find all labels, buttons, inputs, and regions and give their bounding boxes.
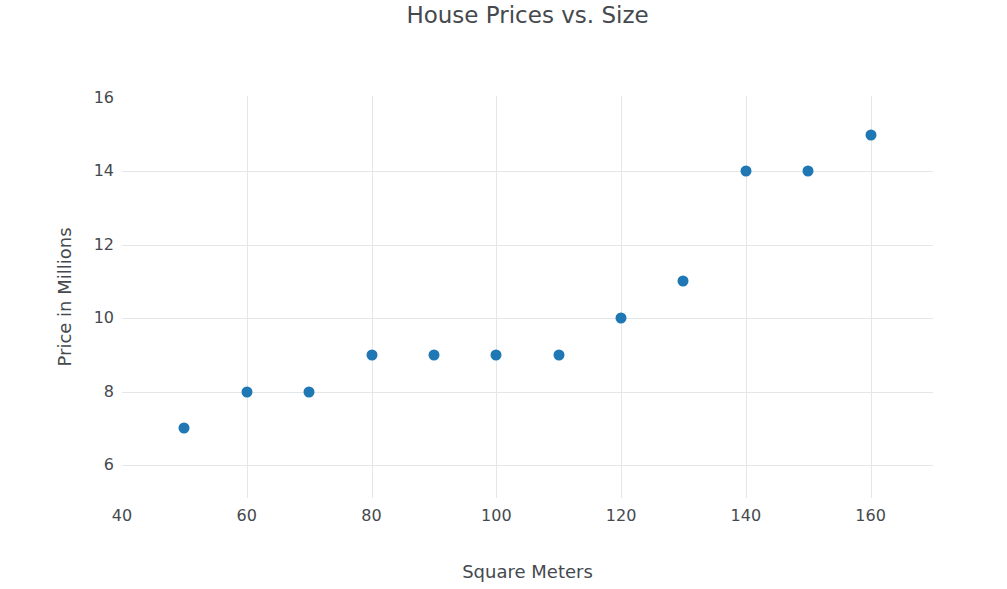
data-point[interactable]: [179, 423, 190, 434]
x-tick-label: 40: [112, 506, 132, 526]
x-tick-label: 120: [606, 506, 637, 526]
y-gridline: [122, 318, 933, 319]
y-tick-label: 8: [14, 382, 114, 402]
data-point[interactable]: [865, 129, 876, 140]
y-tick-label: 10: [14, 308, 114, 328]
data-point[interactable]: [366, 349, 377, 360]
data-point[interactable]: [678, 276, 689, 287]
x-gridline: [621, 96, 622, 498]
x-tick-label: 160: [855, 506, 886, 526]
data-point[interactable]: [428, 349, 439, 360]
y-tick-label: 16: [14, 88, 114, 108]
data-point[interactable]: [616, 313, 627, 324]
x-gridline: [247, 96, 248, 498]
data-point[interactable]: [553, 349, 564, 360]
data-point[interactable]: [241, 386, 252, 397]
x-tick-label: 100: [481, 506, 512, 526]
y-gridline: [122, 245, 933, 246]
scatter-chart-figure: House Prices vs. Size Price in Millions …: [0, 0, 1007, 589]
y-tick-label: 14: [14, 161, 114, 181]
x-axis-title: Square Meters: [122, 561, 933, 582]
y-tick-label: 12: [14, 235, 114, 255]
x-gridline: [372, 96, 373, 498]
x-tick-label: 80: [361, 506, 381, 526]
x-tick-label: 140: [731, 506, 762, 526]
data-point[interactable]: [740, 166, 751, 177]
x-gridline: [746, 96, 747, 498]
x-gridline: [871, 96, 872, 498]
data-point[interactable]: [304, 386, 315, 397]
plot-area: [122, 96, 933, 498]
y-tick-label: 6: [14, 455, 114, 475]
y-gridline: [122, 465, 933, 466]
data-point[interactable]: [491, 349, 502, 360]
chart-title: House Prices vs. Size: [122, 1, 933, 29]
x-tick-label: 60: [237, 506, 257, 526]
x-gridline: [496, 96, 497, 498]
data-point[interactable]: [803, 166, 814, 177]
